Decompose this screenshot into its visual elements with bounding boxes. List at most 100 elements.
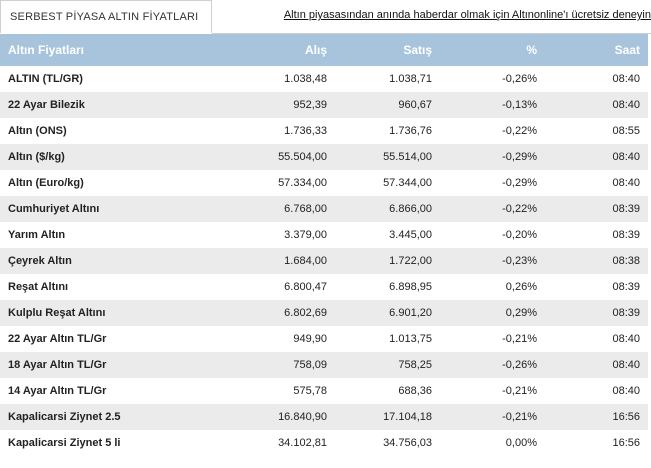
table-row: 22 Ayar Altın TL/Gr 949,90 1.013,75 -0,21% 0… <box>0 326 648 352</box>
cell-name: 14 Ayar Altın TL/Gr <box>8 385 107 397</box>
cell-percent: -0,21% <box>502 385 537 397</box>
cell-percent: -0,21% <box>502 411 537 423</box>
table-row: Yarım Altın 3.379,00 3.445,00 -0,20% 08:39 <box>0 222 648 248</box>
cell-satis: 6.901,20 <box>389 307 432 319</box>
cell-percent: -0,23% <box>502 255 537 267</box>
top-bar: SERBEST PİYASA ALTIN FİYATLARI Altın piy… <box>0 0 651 34</box>
table-row: 22 Ayar Bilezik 952,39 960,67 -0,13% 08:40 <box>0 92 648 118</box>
table-header-row: Altın Fiyatları Alış Satış % Saat <box>0 34 648 66</box>
cell-name: Çeyrek Altın <box>8 255 72 267</box>
cell-alis: 1.684,00 <box>284 255 327 267</box>
cell-alis: 6.800,47 <box>284 281 327 293</box>
cell-saat: 08:40 <box>612 151 640 163</box>
cell-alis: 6.802,69 <box>284 307 327 319</box>
column-header-name: Altın Fiyatları <box>8 43 85 57</box>
cell-saat: 08:39 <box>612 229 640 241</box>
cell-saat: 08:40 <box>612 359 640 371</box>
cell-name: Altın ($/kg) <box>8 151 65 163</box>
cell-percent: -0,29% <box>502 177 537 189</box>
table-row: Çeyrek Altın 1.684,00 1.722,00 -0,23% 08:38 <box>0 248 648 274</box>
cell-percent: -0,29% <box>502 151 537 163</box>
cell-name: Cumhuriyet Altını <box>8 203 100 215</box>
table-body: ALTIN (TL/GR) 1.038,48 1.038,71 -0,26% 08:40… <box>0 66 648 456</box>
cell-name: Kapalicarsi Ziynet 2.5 <box>8 411 121 423</box>
column-header-saat: Saat <box>614 43 640 57</box>
cell-percent: -0,21% <box>502 333 537 345</box>
table-row: Cumhuriyet Altını 6.768,00 6.866,00 -0,22% 0… <box>0 196 648 222</box>
cell-saat: 08:40 <box>612 385 640 397</box>
cell-saat: 08:40 <box>612 73 640 85</box>
cell-saat: 16:56 <box>612 437 640 449</box>
table-row: 18 Ayar Altın TL/Gr 758,09 758,25 -0,26% 08:… <box>0 352 648 378</box>
column-header-percent: % <box>526 43 537 57</box>
cell-percent: -0,22% <box>502 203 537 215</box>
cell-saat: 08:40 <box>612 99 640 111</box>
cell-percent: 0,26% <box>505 281 537 293</box>
cell-percent: -0,26% <box>502 73 537 85</box>
cell-alis: 16.840,90 <box>278 411 327 423</box>
column-header-satis: Satış <box>403 43 432 57</box>
cell-satis: 55.514,00 <box>383 151 432 163</box>
cell-satis: 17.104,18 <box>383 411 432 423</box>
gold-price-table: Altın Fiyatları Alış Satış % Saat ALTIN … <box>0 34 648 456</box>
table-row: ALTIN (TL/GR) 1.038,48 1.038,71 -0,26% 08:40 <box>0 66 648 92</box>
cell-name: Yarım Altın <box>8 229 66 241</box>
cell-saat: 16:56 <box>612 411 640 423</box>
cell-satis: 6.898,95 <box>389 281 432 293</box>
cell-alis: 952,39 <box>293 99 327 111</box>
cell-satis: 688,36 <box>398 385 432 397</box>
promo-link[interactable]: Altın piyasasından anında haberdar olmak… <box>283 9 651 21</box>
table-row: Altın ($/kg) 55.504,00 55.514,00 -0,29% 08:4… <box>0 144 648 170</box>
cell-name: Reşat Altını <box>8 281 69 293</box>
cell-satis: 960,67 <box>398 99 432 111</box>
cell-alis: 6.768,00 <box>284 203 327 215</box>
cell-saat: 08:38 <box>612 255 640 267</box>
cell-name: Kulplu Reşat Altını <box>8 307 106 319</box>
cell-alis: 949,90 <box>293 333 327 345</box>
cell-percent: -0,13% <box>502 99 537 111</box>
cell-alis: 55.504,00 <box>278 151 327 163</box>
cell-name: 18 Ayar Altın TL/Gr <box>8 359 107 371</box>
cell-alis: 1.736,33 <box>284 125 327 137</box>
cell-saat: 08:39 <box>612 203 640 215</box>
cell-name: Altın (ONS) <box>8 125 67 137</box>
cell-alis: 575,78 <box>293 385 327 397</box>
cell-name: ALTIN (TL/GR) <box>8 73 83 85</box>
cell-satis: 3.445,00 <box>389 229 432 241</box>
cell-saat: 08:40 <box>612 177 640 189</box>
table-row: Reşat Altını 6.800,47 6.898,95 0,26% 08:39 <box>0 274 648 300</box>
table-row: Kulplu Reşat Altını 6.802,69 6.901,20 0,29%… <box>0 300 648 326</box>
tab-serbest-piyasa[interactable]: SERBEST PİYASA ALTIN FİYATLARI <box>0 0 212 33</box>
cell-saat: 08:55 <box>612 125 640 137</box>
cell-percent: 0,29% <box>505 307 537 319</box>
cell-satis: 57.344,00 <box>383 177 432 189</box>
table-row: Kapalicarsi Ziynet 5 li 34.102,81 34.756,0… <box>0 430 648 456</box>
cell-satis: 1.736,76 <box>389 125 432 137</box>
table-row: Altın (ONS) 1.736,33 1.736,76 -0,22% 08:55 <box>0 118 648 144</box>
cell-saat: 08:39 <box>612 307 640 319</box>
table-row: Altın (Euro/kg) 57.334,00 57.344,00 -0,29% 0… <box>0 170 648 196</box>
cell-alis: 3.379,00 <box>284 229 327 241</box>
cell-alis: 758,09 <box>293 359 327 371</box>
cell-satis: 758,25 <box>398 359 432 371</box>
cell-name: 22 Ayar Bilezik <box>8 99 85 111</box>
cell-percent: -0,26% <box>502 359 537 371</box>
tab-divider <box>212 33 651 34</box>
cell-alis: 57.334,00 <box>278 177 327 189</box>
cell-name: Altın (Euro/kg) <box>8 177 84 189</box>
column-header-alis: Alış <box>304 43 327 57</box>
cell-satis: 6.866,00 <box>389 203 432 215</box>
table-row: 14 Ayar Altın TL/Gr 575,78 688,36 -0,21% 08:… <box>0 378 648 404</box>
cell-percent: 0,00% <box>505 437 537 449</box>
cell-saat: 08:39 <box>612 281 640 293</box>
table-row: Kapalicarsi Ziynet 2.5 16.840,90 17.104,18… <box>0 404 648 430</box>
cell-percent: -0,20% <box>502 229 537 241</box>
cell-alis: 1.038,48 <box>284 73 327 85</box>
cell-satis: 1.013,75 <box>389 333 432 345</box>
cell-saat: 08:40 <box>612 333 640 345</box>
cell-satis: 1.038,71 <box>389 73 432 85</box>
cell-name: 22 Ayar Altın TL/Gr <box>8 333 107 345</box>
cell-percent: -0,22% <box>502 125 537 137</box>
cell-name: Kapalicarsi Ziynet 5 li <box>8 437 121 449</box>
cell-alis: 34.102,81 <box>278 437 327 449</box>
